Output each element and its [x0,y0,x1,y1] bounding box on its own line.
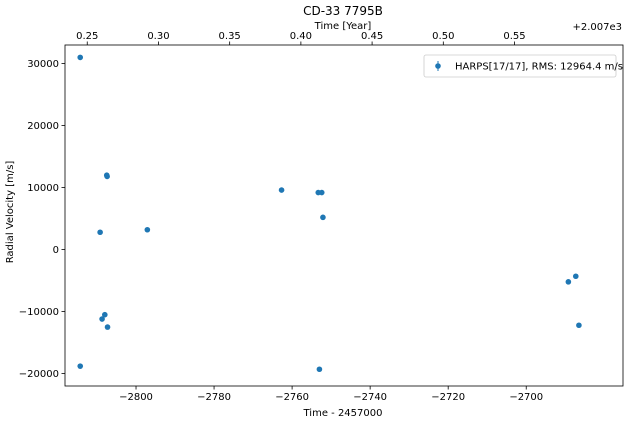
data-point [77,363,84,369]
data-point [565,279,572,285]
y-tick-label: −10000 [19,307,59,318]
data-point [144,226,151,233]
x-tick-label: −2800 [119,392,153,403]
y-tick-label: 20000 [27,121,59,132]
data-point [97,229,103,236]
x-tick-label: −2760 [275,392,309,403]
top-x-axis-label: Time [Year] [314,21,372,32]
y-tick-label: −20000 [19,369,59,380]
data-point [576,322,582,329]
chart-title: CD-33 7795B [303,4,383,18]
x-tick-label: −2740 [353,392,387,403]
data-point [77,54,84,61]
plot-frame [64,44,624,387]
top-x-tick-label: 0.40 [290,31,312,42]
y-tick-label: 30000 [27,59,59,70]
data-point [572,273,579,280]
y-tick-label: 10000 [27,183,59,194]
data-point [104,324,111,330]
data-point [104,173,110,180]
y-axis-label: Radial Velocity [m/s] [5,161,16,264]
legend-marker [435,63,441,69]
legend: HARPS[17/17], RMS: 12964.4 m/s [423,54,623,78]
top-x-tick-label: 0.30 [147,31,169,42]
data-point [318,189,325,196]
legend-label: HARPS[17/17], RMS: 12964.4 m/s [455,62,623,73]
data-point [99,316,105,322]
plot-area: −2800 −2780 −2760 −2740 −2720 −2700 0.25 0.30 0.… [19,31,624,403]
x-tick-label: −2780 [197,392,231,403]
top-x-tick-label: 0.35 [219,31,241,42]
legend-box [423,54,617,78]
data-point [278,187,285,193]
y-tick-label: 0 [53,245,59,256]
top-x-axis-offset-text: +2.007e3 [572,22,622,33]
x-axis-label: Time - 2457000 [303,408,383,419]
x-tick-label: −2700 [509,392,543,403]
top-x-tick-label: 0.45 [361,31,383,42]
data-point [320,214,326,221]
top-x-tick-label: 0.50 [432,31,454,42]
x-tick-label: −2720 [431,392,465,403]
data-point [102,311,108,318]
top-x-tick-label: 0.55 [503,31,525,42]
top-x-tick-label: 0.25 [76,31,98,42]
data-point [316,366,323,373]
